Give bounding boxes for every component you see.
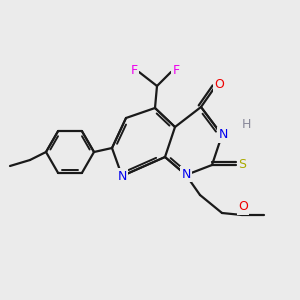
Text: F: F: [172, 64, 180, 77]
Text: N: N: [181, 167, 191, 181]
Text: N: N: [218, 128, 228, 142]
Text: N: N: [117, 169, 127, 182]
Text: F: F: [130, 64, 138, 77]
Text: O: O: [214, 79, 224, 92]
Text: H: H: [241, 118, 251, 130]
Text: O: O: [238, 200, 248, 214]
Text: S: S: [238, 158, 246, 172]
